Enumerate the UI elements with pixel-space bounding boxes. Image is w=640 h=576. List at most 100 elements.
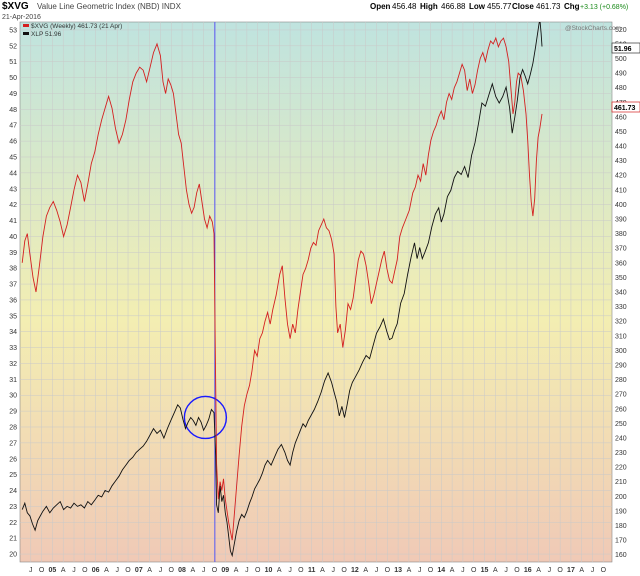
open-value: 456.48 bbox=[392, 2, 417, 11]
watermark: @StockCharts.com bbox=[565, 25, 621, 32]
x-tick-label: 06 bbox=[92, 567, 100, 574]
x-tick-label: A bbox=[363, 567, 368, 574]
right-tick-label: 210 bbox=[615, 479, 627, 486]
left-tick-label: 40 bbox=[9, 234, 17, 241]
right-tick-label: 390 bbox=[615, 217, 627, 224]
date-label: 21-Apr-2016 bbox=[2, 14, 41, 21]
xvg-last-value: 461.73 bbox=[614, 105, 636, 112]
x-tick-label: J bbox=[29, 567, 33, 574]
right-tick-label: 290 bbox=[615, 362, 627, 369]
right-tick-label: 340 bbox=[615, 290, 627, 297]
right-tick-label: 370 bbox=[615, 246, 627, 253]
left-tick-label: 26 bbox=[9, 456, 17, 463]
x-tick-label: O bbox=[255, 567, 261, 574]
xvg-last-tag: 461.73 bbox=[611, 101, 640, 113]
right-tick-label: 430 bbox=[615, 158, 627, 165]
legend: $XVG (Weekly) 461.73 (21 Apr) XLP 51.96 bbox=[23, 23, 122, 38]
left-tick-label: 36 bbox=[9, 297, 17, 304]
x-tick-label: A bbox=[61, 567, 66, 574]
x-tick-label: J bbox=[461, 567, 465, 574]
x-axis: J O 05 A J O 06 A J O 07 A J O 08 A J O 09 A J O 10 A J O 11 A J O 12 A… bbox=[29, 567, 607, 574]
left-tick-label: 37 bbox=[9, 282, 17, 289]
right-tick-label: 270 bbox=[615, 392, 627, 399]
right-tick-label: 190 bbox=[615, 508, 627, 515]
left-tick-label: 34 bbox=[9, 329, 17, 336]
right-tick-label: 320 bbox=[615, 319, 627, 326]
left-tick-label: 20 bbox=[9, 552, 17, 559]
x-tick-label: J bbox=[202, 567, 206, 574]
legend-xlp: XLP 51.96 bbox=[31, 31, 62, 38]
x-tick-label: J bbox=[548, 567, 552, 574]
x-tick-label: 10 bbox=[265, 567, 273, 574]
left-tick-label: 45 bbox=[9, 155, 17, 162]
left-tick-label: 27 bbox=[9, 440, 17, 447]
right-tick-label: 460 bbox=[615, 114, 627, 121]
x-tick-label: 15 bbox=[481, 567, 489, 574]
x-tick-label: A bbox=[191, 567, 196, 574]
left-tick-label: 31 bbox=[9, 377, 17, 384]
x-tick-label: O bbox=[601, 567, 607, 574]
index-name: Value Line Geometric Index (NBD) INDX bbox=[37, 2, 182, 11]
right-tick-label: 200 bbox=[615, 494, 627, 501]
x-tick-label: J bbox=[591, 567, 595, 574]
left-axis: 20 21 22 23 24 25 26 27 28 29 30 31 32 33 34 35 36 37 38 39… bbox=[9, 27, 17, 558]
right-tick-label: 410 bbox=[615, 187, 627, 194]
right-tick-label: 170 bbox=[615, 538, 627, 545]
xlp-last-value: 51.96 bbox=[614, 46, 632, 53]
left-tick-label: 25 bbox=[9, 472, 17, 479]
left-tick-label: 38 bbox=[9, 266, 17, 273]
left-tick-label: 32 bbox=[9, 361, 17, 368]
x-tick-label: J bbox=[245, 567, 249, 574]
left-tick-label: 48 bbox=[9, 107, 17, 114]
x-tick-label: O bbox=[514, 567, 520, 574]
x-tick-label: J bbox=[72, 567, 76, 574]
right-tick-label: 350 bbox=[615, 275, 627, 282]
right-tick-label: 380 bbox=[615, 231, 627, 238]
x-tick-label: 08 bbox=[178, 567, 186, 574]
chg-label: Chg bbox=[564, 2, 580, 11]
x-tick-label: J bbox=[418, 567, 422, 574]
left-tick-label: 28 bbox=[9, 425, 17, 432]
left-tick-label: 35 bbox=[9, 313, 17, 320]
left-tick-label: 50 bbox=[9, 75, 17, 82]
x-tick-label: A bbox=[536, 567, 541, 574]
x-tick-label: 17 bbox=[567, 567, 575, 574]
x-tick-label: A bbox=[407, 567, 412, 574]
x-tick-label: A bbox=[147, 567, 152, 574]
x-tick-label: 12 bbox=[351, 567, 359, 574]
right-tick-label: 280 bbox=[615, 377, 627, 384]
grid bbox=[20, 22, 612, 562]
x-tick-label: O bbox=[39, 567, 45, 574]
x-tick-label: 14 bbox=[437, 567, 445, 574]
x-tick-label: A bbox=[493, 567, 498, 574]
right-tick-label: 240 bbox=[615, 435, 627, 442]
right-tick-label: 260 bbox=[615, 406, 627, 413]
x-tick-label: O bbox=[82, 567, 88, 574]
legend-xvg: $XVG (Weekly) 461.73 (21 Apr) bbox=[31, 23, 122, 30]
right-tick-label: 220 bbox=[615, 465, 627, 472]
chg-value: +3.13 (+0.68%) bbox=[580, 4, 628, 11]
left-tick-label: 51 bbox=[9, 59, 17, 66]
left-tick-label: 53 bbox=[9, 27, 17, 34]
symbol: $XVG bbox=[2, 1, 29, 12]
x-tick-label: 16 bbox=[524, 567, 532, 574]
x-tick-label: 09 bbox=[221, 567, 229, 574]
low-value: 455.77 bbox=[487, 2, 512, 11]
left-tick-label: 24 bbox=[9, 488, 17, 495]
left-tick-label: 30 bbox=[9, 393, 17, 400]
x-tick-label: J bbox=[375, 567, 379, 574]
left-tick-label: 23 bbox=[9, 504, 17, 511]
right-tick-label: 310 bbox=[615, 333, 627, 340]
left-tick-label: 47 bbox=[9, 123, 17, 130]
right-tick-label: 360 bbox=[615, 260, 627, 267]
right-tick-label: 300 bbox=[615, 348, 627, 355]
x-tick-label: J bbox=[504, 567, 508, 574]
left-tick-label: 43 bbox=[9, 186, 17, 193]
annotation-circle bbox=[183, 395, 228, 440]
right-tick-label: 440 bbox=[615, 144, 627, 151]
plot-area bbox=[19, 21, 613, 563]
x-tick-label: O bbox=[341, 567, 347, 574]
right-tick-label: 500 bbox=[615, 56, 627, 63]
high-label: High bbox=[420, 2, 438, 11]
